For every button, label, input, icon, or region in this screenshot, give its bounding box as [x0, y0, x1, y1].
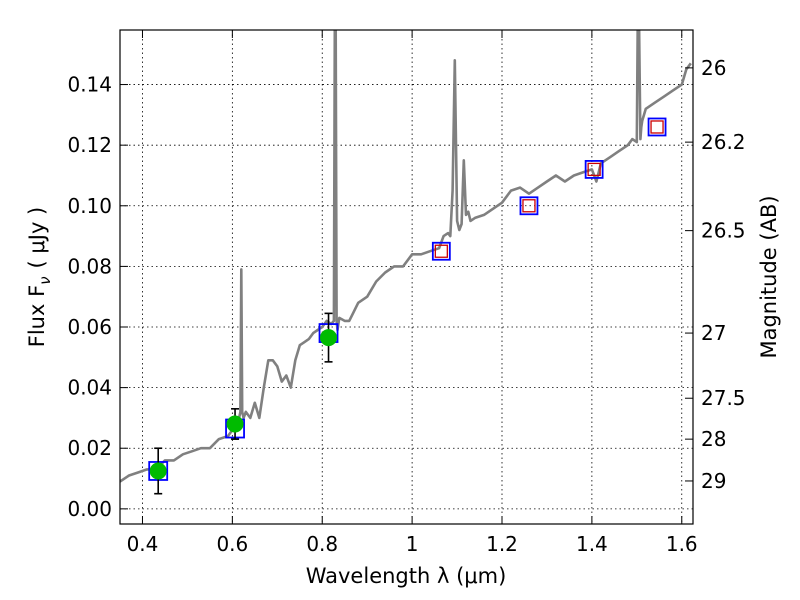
x-axis-label: Wavelength λ (μm)	[306, 564, 507, 588]
points-layer	[148, 117, 667, 495]
y-tick-label: 0.14	[67, 73, 112, 97]
ir-photometry-square	[522, 199, 536, 213]
ir-model-square	[647, 117, 667, 137]
right-tick-label: 26.2	[701, 130, 746, 154]
right-tick-label: 27.5	[701, 386, 746, 410]
x-tick-label: 0.4	[127, 532, 159, 556]
y-axis-label-sub: ν	[36, 276, 54, 284]
y-tick-label: 0.08	[67, 254, 112, 278]
x-tick-label: 0.6	[216, 532, 248, 556]
photometry-point	[149, 462, 167, 480]
y-axis-label-main: Flux F	[25, 285, 49, 347]
right-tick-label: 28	[701, 427, 726, 451]
right-tick-label: 26	[701, 56, 726, 80]
ticks: 0.4 0.6 0.8 1 1.2 1.4 1.6 0.00 0.02 0.04 0.06 0.08 0…	[67, 30, 746, 556]
y-tick-label: 0.06	[67, 315, 112, 339]
ir-model-square	[431, 241, 451, 261]
y-axis-label: Flux Fν ( μJy )	[25, 207, 54, 348]
x-tick-label: 1.4	[576, 532, 608, 556]
photometry-point	[226, 415, 244, 433]
ir-photometry-square	[434, 244, 448, 258]
plot-frame	[119, 29, 694, 525]
right-axis-label: Magnitude (AB)	[757, 195, 781, 358]
y-tick-label: 0.10	[67, 194, 112, 218]
y-tick-label: 0.12	[67, 133, 112, 157]
x-tick-label: 1.6	[666, 532, 698, 556]
grid	[120, 30, 693, 524]
y-tick-label: 0.00	[67, 497, 112, 521]
ir-photometry-square	[587, 162, 601, 177]
photometry-point	[320, 329, 338, 347]
right-tick-label: 29	[701, 469, 726, 493]
x-tick-label: 1	[406, 532, 419, 556]
y-axis-label-group: Flux Fν ( μJy )	[25, 207, 54, 348]
ir-model-square	[519, 196, 539, 216]
x-tick-label: 1.2	[486, 532, 518, 556]
x-tick-label: 0.8	[306, 532, 338, 556]
y-axis-label-unit: ( μJy )	[25, 207, 49, 269]
ir-model-square	[584, 160, 604, 179]
y-tick-label: 0.02	[67, 436, 112, 460]
right-tick-label: 27	[701, 321, 726, 345]
right-tick-label: 26.5	[701, 219, 746, 243]
y-tick-label: 0.04	[67, 376, 112, 400]
ir-photometry-square	[650, 120, 664, 134]
